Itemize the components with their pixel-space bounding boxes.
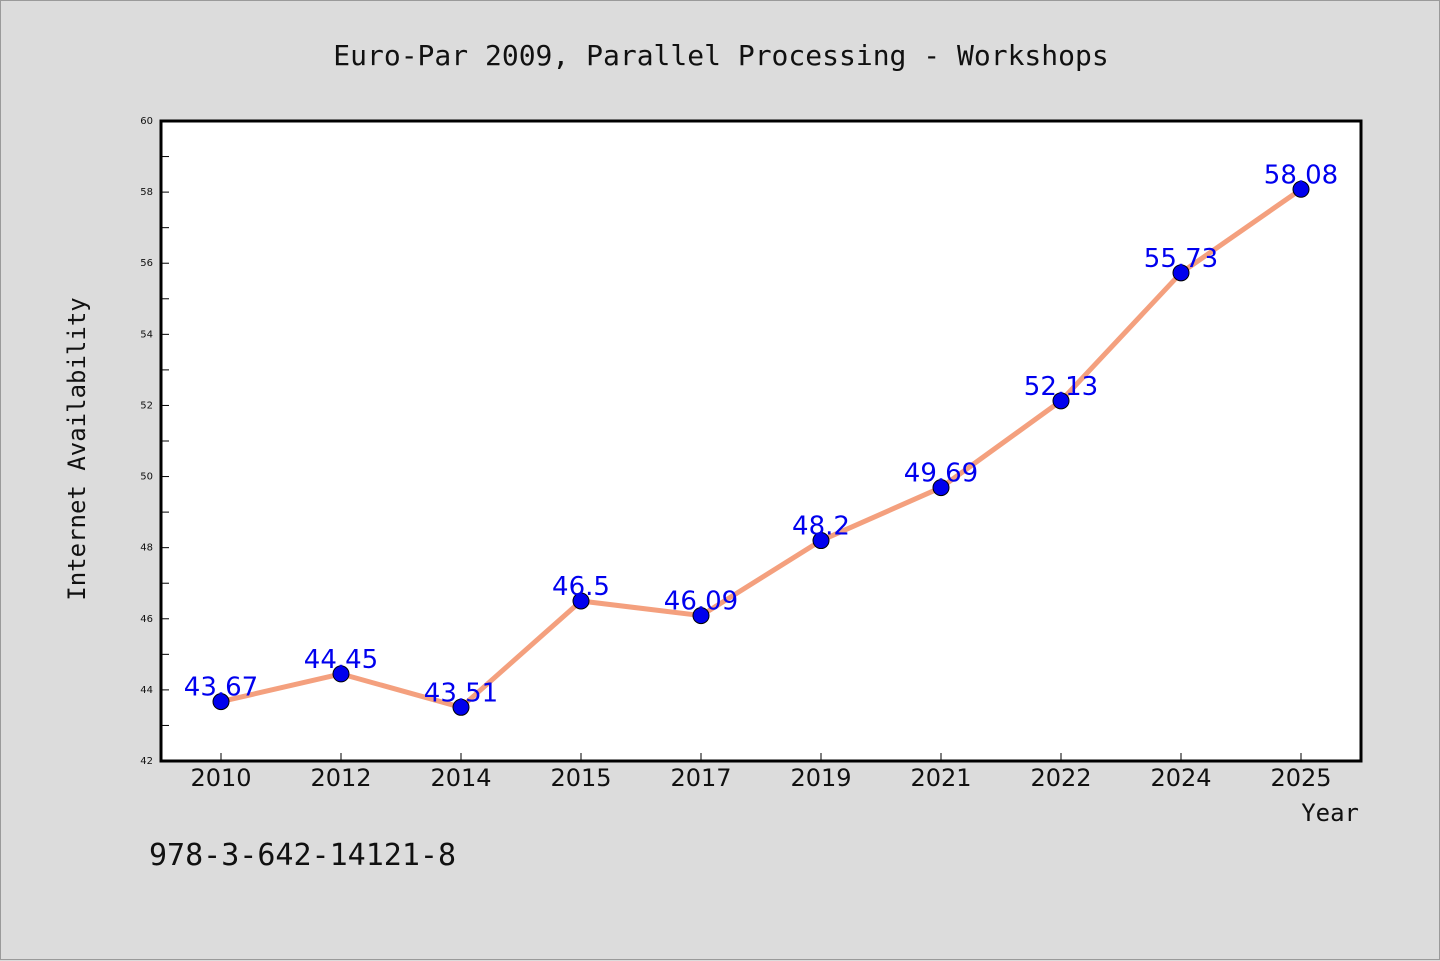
x-tick-label: 2010	[190, 764, 251, 792]
y-tick-label: 58	[140, 187, 153, 198]
y-axis-label: Internet Availability	[63, 297, 91, 600]
data-label: 43.67	[184, 673, 258, 703]
data-point	[1292, 180, 1310, 198]
data-label: 48.2	[792, 512, 850, 542]
data-point	[1052, 392, 1070, 410]
y-tick-label: 42	[140, 756, 153, 767]
data-label: 44.45	[304, 645, 378, 675]
data-point	[452, 698, 470, 716]
data-label: 49.69	[904, 459, 978, 489]
data-point	[932, 479, 950, 497]
x-tick-label: 2025	[1270, 764, 1331, 792]
y-tick-label: 44	[140, 685, 153, 696]
data-label: 55.73	[1144, 244, 1218, 274]
y-tick-label: 54	[140, 329, 153, 340]
footer-text: 978-3-642-14121-8	[149, 838, 456, 873]
chart-title: Euro-Par 2009, Parallel Processing - Wor…	[333, 39, 1108, 72]
data-point	[572, 592, 590, 610]
data-point	[332, 665, 350, 683]
x-tick-label: 2012	[310, 764, 371, 792]
y-axis-ticks: 42 44 46 48 50 52 54 56 58 60	[140, 116, 169, 767]
x-axis-label: Year	[1301, 799, 1359, 827]
data-label: 46.5	[552, 572, 610, 602]
x-tick-label: 2017	[670, 764, 731, 792]
data-label: 58.08	[1264, 160, 1338, 190]
series-group: 43.67 44.45 43.51 46.5 46.09 48.2 49.69 52.13 55…	[184, 160, 1338, 716]
data-label: 46.09	[664, 587, 738, 617]
x-tick-label: 2021	[910, 764, 971, 792]
plot-area	[159, 119, 1363, 763]
y-tick-label: 60	[140, 116, 153, 127]
y-tick-label: 48	[140, 543, 153, 554]
x-axis-ticks: 2010 2012 2014 2015 2017 2019 2021 2022 2024 2025	[190, 753, 1332, 792]
data-point	[812, 532, 830, 550]
data-label: 52.13	[1024, 372, 1098, 402]
data-point	[1172, 264, 1190, 282]
y-tick-label: 50	[140, 472, 153, 483]
data-point	[212, 693, 230, 711]
x-tick-label: 2014	[430, 764, 491, 792]
y-tick-label: 56	[140, 258, 153, 269]
y-tick-label: 46	[140, 614, 153, 625]
x-tick-label: 2019	[790, 764, 851, 792]
series-line	[218, 186, 1304, 710]
data-label: 43.51	[424, 678, 498, 708]
x-tick-label: 2024	[1150, 764, 1211, 792]
data-point	[692, 607, 710, 625]
x-tick-label: 2015	[550, 764, 611, 792]
y-tick-label: 52	[140, 400, 153, 411]
x-tick-label: 2022	[1030, 764, 1091, 792]
